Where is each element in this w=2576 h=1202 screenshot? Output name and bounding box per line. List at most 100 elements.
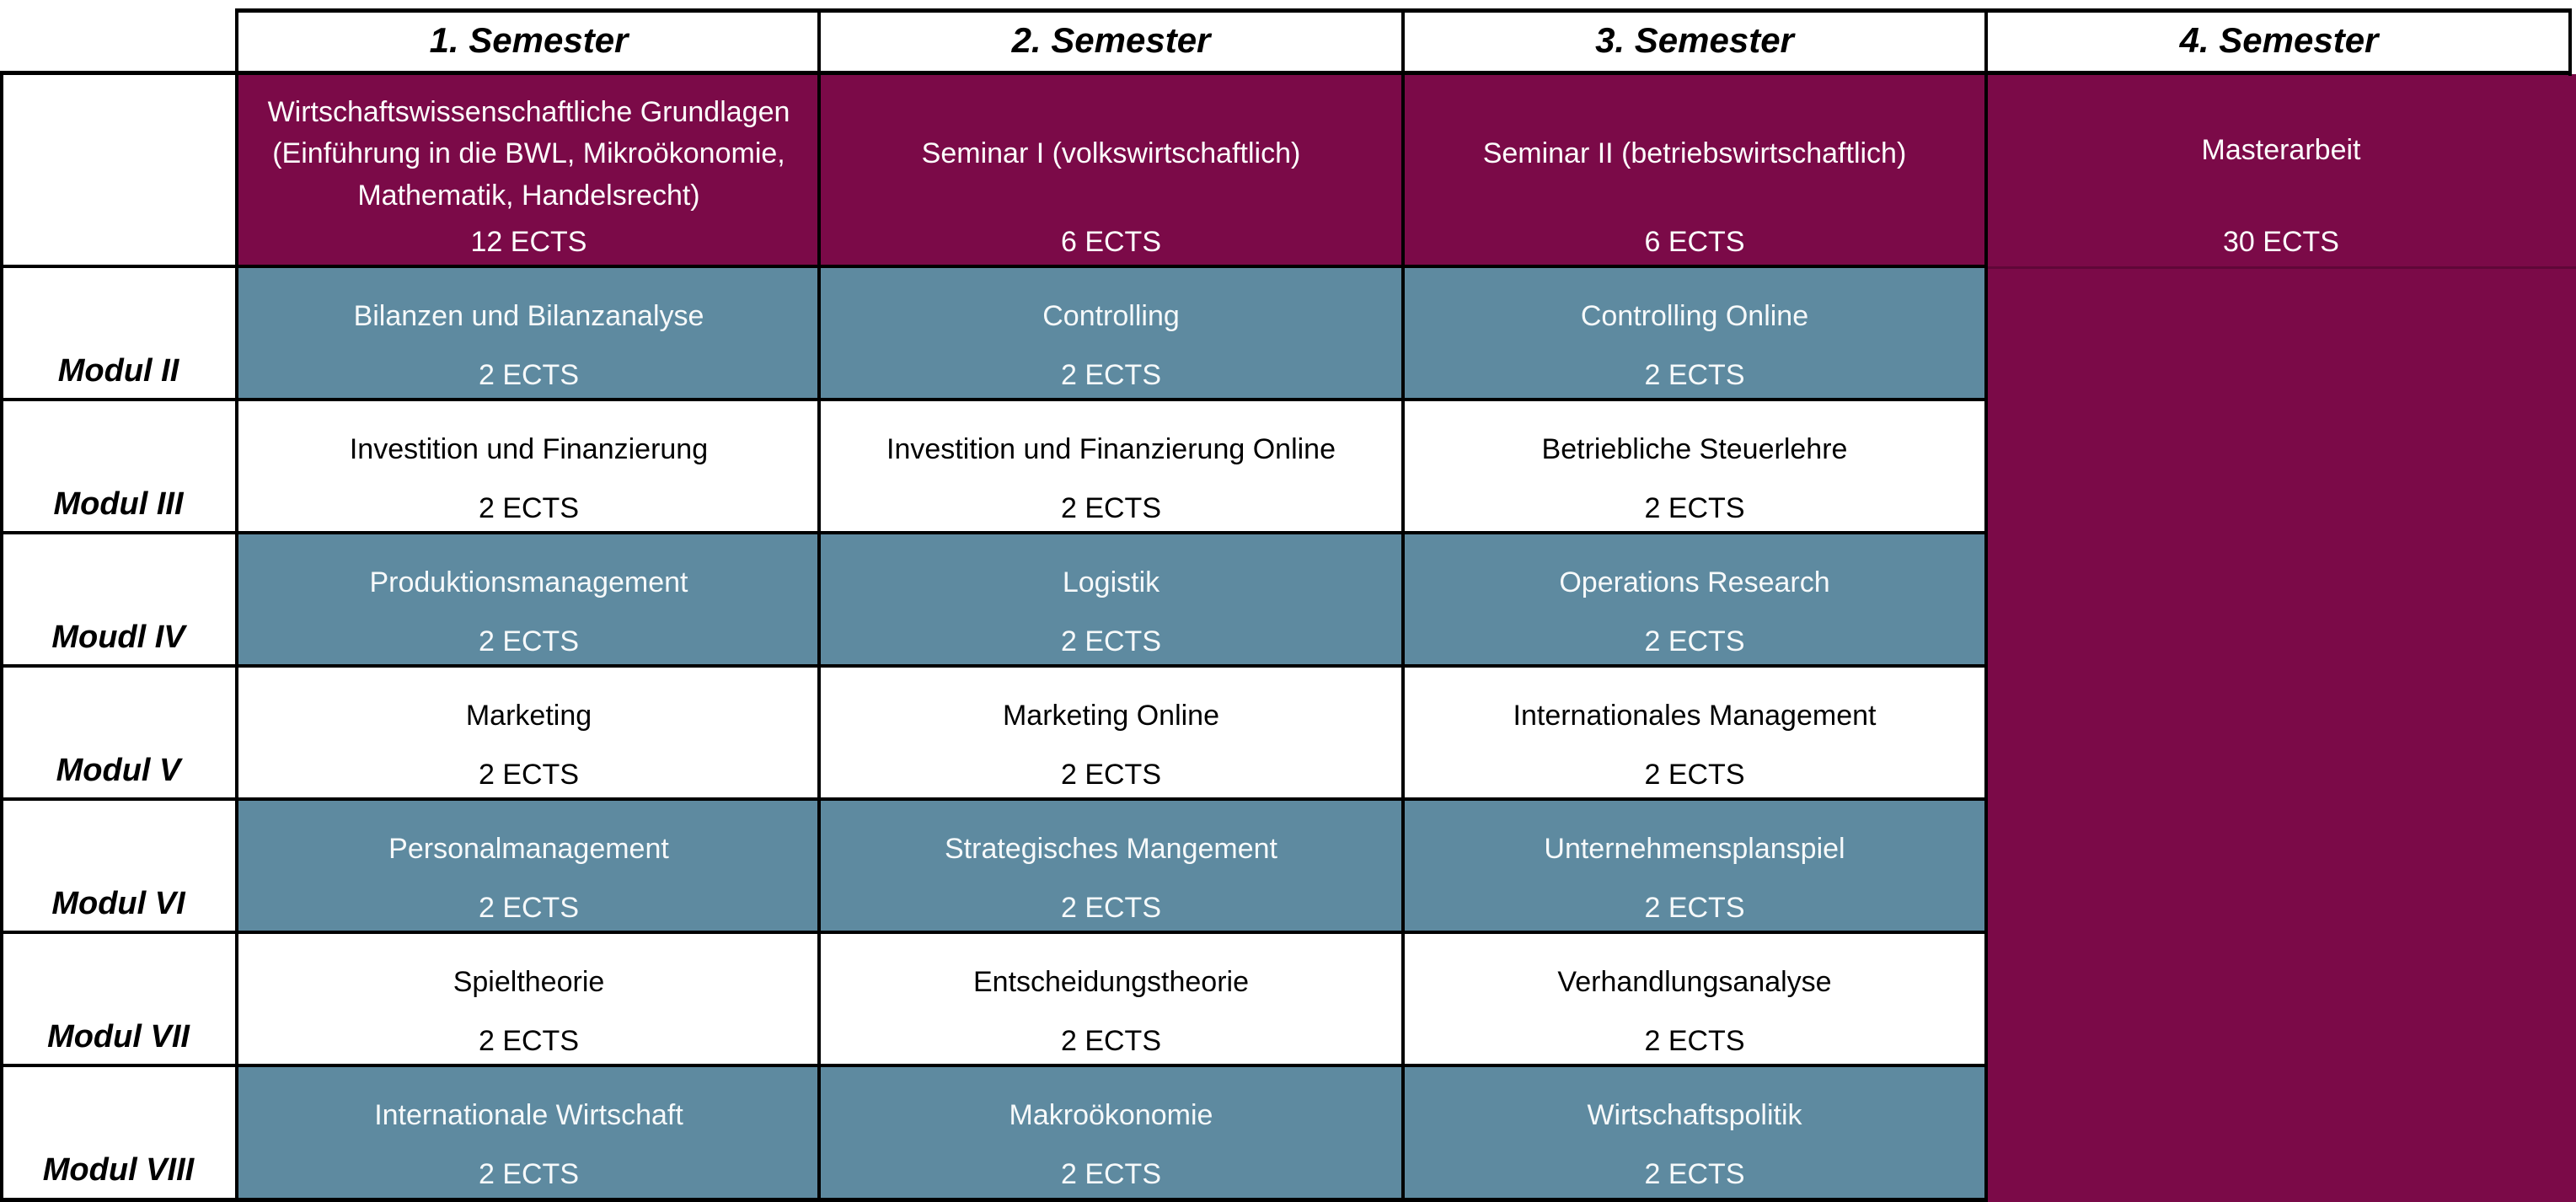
header-cell-semester-2: 2. Semester: [819, 8, 1403, 72]
row-label-modul-iv: Moudl IV: [0, 533, 237, 666]
course-ects: 2 ECTS: [1060, 892, 1162, 924]
course-title-wrap: Operations Research: [1403, 533, 1986, 625]
grid-line: [0, 931, 1988, 934]
course-title-wrap: Logistik: [819, 533, 1403, 625]
course-cell: Wirtschaftswissenschaftliche Grundlagen …: [238, 74, 819, 266]
course-cell: Spieltheorie 2 ECTS: [238, 932, 819, 1065]
course-title-wrap: Controlling: [819, 266, 1403, 359]
course-title-wrap: Internationale Wirtschaft: [238, 1065, 819, 1158]
course-title: Spieltheorie: [453, 966, 605, 999]
masterarbeit-inner: Masterarbeit 30 ECTS: [1986, 74, 2576, 266]
course-ects: 2 ECTS: [1060, 759, 1162, 791]
course-title: Investition und Finanzierung Online: [886, 433, 1336, 466]
course-title-wrap: Wirtschaftspolitik: [1403, 1065, 1986, 1158]
course-title-wrap: Internationales Management: [1403, 666, 1986, 759]
course-title: Logistik: [1062, 566, 1160, 599]
course-title: Operations Research: [1559, 566, 1830, 599]
row-label-text: Moudl IV: [51, 620, 185, 655]
course-title: Entscheidungstheorie: [972, 966, 1249, 999]
row-label-text: Modul V: [56, 753, 181, 788]
course-cell: Controlling 2 ECTS: [819, 266, 1403, 400]
header-cell-semester-4: 4. Semester: [1986, 8, 2572, 72]
masterarbeit-cell: Masterarbeit 30 ECTS: [1986, 74, 2576, 1202]
course-title: Wirtschaftswissenschaftliche Grundlagen …: [267, 96, 790, 212]
course-title-wrap: Marketing Online: [819, 666, 1403, 759]
course-ects: 2 ECTS: [1060, 1025, 1162, 1057]
course-title: Internationale Wirtschaft: [374, 1099, 683, 1132]
course-ects: 2 ECTS: [1644, 492, 1745, 524]
course-title: Controlling: [1042, 300, 1180, 333]
course-title: Produktionsmanagement: [369, 566, 688, 599]
course-title: Controlling Online: [1580, 300, 1809, 333]
course-cell: Controlling Online 2 ECTS: [1403, 266, 1986, 400]
course-title-wrap: Controlling Online: [1403, 266, 1986, 359]
course-cell: Operations Research 2 ECTS: [1403, 533, 1986, 666]
header-cell-semester-3: 3. Semester: [1403, 8, 1986, 72]
course-ects: 12 ECTS: [470, 226, 587, 258]
course-cell: Seminar I (volkswirtschaftlich) 6 ECTS: [819, 74, 1403, 266]
course-title-wrap: Produktionsmanagement: [238, 533, 819, 625]
row-label-modul-viii: Modul VIII: [0, 1065, 237, 1199]
grid-line: [0, 265, 1988, 268]
course-title: Marketing: [465, 700, 592, 732]
row-label-text: Modul VI: [51, 886, 185, 921]
header-cell-semester-1: 1. Semester: [238, 8, 819, 72]
course-cell: Internationales Management 2 ECTS: [1403, 666, 1986, 799]
course-title-wrap: Entscheidungstheorie: [819, 932, 1403, 1025]
course-ects: 2 ECTS: [478, 1025, 580, 1057]
course-ects: 2 ECTS: [1644, 759, 1745, 791]
course-cell: Unternehmensplanspiel 2 ECTS: [1403, 799, 1986, 932]
course-ects: 2 ECTS: [478, 492, 580, 524]
course-cell: Personalmanagement 2 ECTS: [238, 799, 819, 932]
course-cell: Wirtschaftspolitik 2 ECTS: [1403, 1065, 1986, 1199]
header-label: 3. Semester: [1595, 20, 1794, 60]
course-ects: 6 ECTS: [1060, 226, 1162, 258]
course-title-wrap: Spieltheorie: [238, 932, 819, 1025]
course-ects: 2 ECTS: [1060, 359, 1162, 391]
course-title: Betriebliche Steuerlehre: [1541, 433, 1848, 466]
grid-line: [1984, 8, 1988, 1202]
course-ects: 2 ECTS: [478, 759, 580, 791]
grid-line-faint: [1988, 266, 2576, 269]
grid-line: [2568, 8, 2572, 76]
course-cell: Betriebliche Steuerlehre 2 ECTS: [1403, 400, 1986, 533]
course-title-wrap: Investition und Finanzierung: [238, 400, 819, 492]
course-ects: 2 ECTS: [1644, 1158, 1745, 1190]
course-ects: 2 ECTS: [478, 1158, 580, 1190]
course-ects: 2 ECTS: [478, 359, 580, 391]
course-title: Makroökonomie: [1009, 1099, 1213, 1132]
row-label-modul-i-empty: [0, 74, 237, 266]
course-ects: 2 ECTS: [478, 625, 580, 657]
grid-line: [0, 71, 3, 1202]
header-label: 1. Semester: [429, 20, 629, 60]
course-cell: Logistik 2 ECTS: [819, 533, 1403, 666]
header-label: 2. Semester: [1011, 20, 1211, 60]
course-cell: Seminar II (betriebswirtschaftlich) 6 EC…: [1403, 74, 1986, 266]
course-ects: 2 ECTS: [1060, 1158, 1162, 1190]
course-cell: Strategisches Mangement 2 ECTS: [819, 799, 1403, 932]
course-title: Personalmanagement: [388, 833, 669, 866]
course-title-wrap: Seminar I (volkswirtschaftlich): [819, 74, 1403, 226]
course-cell: Verhandlungsanalyse 2 ECTS: [1403, 932, 1986, 1065]
course-title-wrap: Bilanzen und Bilanzanalyse: [238, 266, 819, 359]
row-label-text: Modul III: [53, 486, 184, 522]
course-ects: 2 ECTS: [1644, 1025, 1745, 1057]
course-title-wrap: Investition und Finanzierung Online: [819, 400, 1403, 492]
grid-line: [0, 1064, 1988, 1067]
grid-line: [0, 531, 1988, 534]
course-title-wrap: Strategisches Mangement: [819, 799, 1403, 892]
course-title: Bilanzen und Bilanzanalyse: [353, 300, 704, 333]
row-label-modul-v: Modul V: [0, 666, 237, 799]
grid-line: [235, 8, 2572, 13]
course-title: Strategisches Mangement: [945, 833, 1277, 866]
grid-line: [0, 71, 2572, 75]
row-label-modul-iii: Modul III: [0, 400, 237, 533]
course-title-wrap: Unternehmensplanspiel: [1403, 799, 1986, 892]
row-label-text: Modul II: [57, 353, 179, 389]
header-label: 4. Semester: [2179, 20, 2379, 60]
course-title: Seminar II (betriebswirtschaftlich): [1482, 137, 1907, 170]
course-cell: Marketing 2 ECTS: [238, 666, 819, 799]
course-title-wrap: Verhandlungsanalyse: [1403, 932, 1986, 1025]
row-label-modul-vi: Modul VI: [0, 799, 237, 932]
